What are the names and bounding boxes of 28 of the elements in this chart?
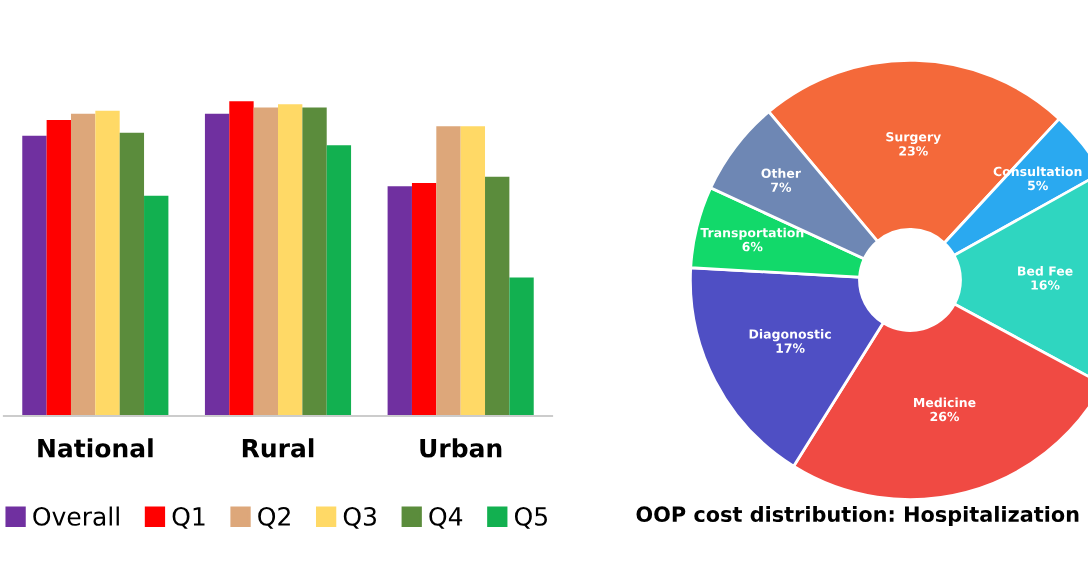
bar xyxy=(229,101,254,416)
legend-label: Q2 xyxy=(258,506,290,529)
bar xyxy=(204,113,230,416)
bar xyxy=(302,107,327,416)
bar xyxy=(278,104,303,416)
x-tick-label: Rural xyxy=(242,438,314,458)
bar xyxy=(119,132,145,416)
bar xyxy=(387,186,412,416)
bar xyxy=(70,113,96,416)
bar xyxy=(253,107,278,416)
bar xyxy=(436,126,461,416)
bar xyxy=(95,110,120,416)
legend-label: Q1 xyxy=(172,506,205,529)
legend-label: Q4 xyxy=(429,506,463,529)
text: OOP cost distribution: Hospitalization xyxy=(636,505,1079,527)
bar xyxy=(326,145,352,416)
bar xyxy=(22,135,47,416)
legend-label: Overall xyxy=(33,506,119,526)
bar xyxy=(46,120,71,416)
x-tick-label: Urban xyxy=(420,438,502,458)
bar xyxy=(144,195,169,416)
bar xyxy=(411,183,437,416)
legend-label: Q3 xyxy=(343,506,376,529)
bar xyxy=(460,126,486,416)
legend-label: Q5 xyxy=(514,506,547,529)
bar xyxy=(509,277,534,416)
x-tick-label: National xyxy=(38,438,153,458)
bar xyxy=(485,176,510,416)
